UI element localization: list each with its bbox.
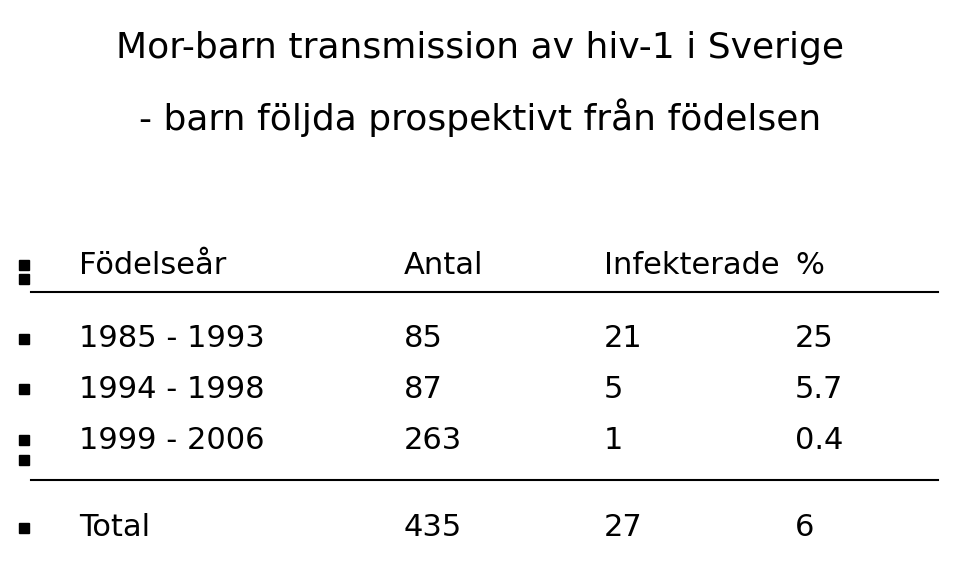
Text: 85: 85: [403, 324, 443, 353]
Text: 5: 5: [604, 375, 623, 404]
Text: 1: 1: [604, 426, 623, 455]
Text: 263: 263: [403, 426, 462, 455]
Text: Födelseår: Födelseår: [79, 251, 227, 280]
Text: - barn följda prospektivt från födelsen: - barn följda prospektivt från födelsen: [139, 99, 821, 137]
Text: 27: 27: [604, 513, 643, 542]
Text: 0.4: 0.4: [795, 426, 843, 455]
Text: Antal: Antal: [403, 251, 483, 280]
Text: 1994 - 1998: 1994 - 1998: [79, 375, 265, 404]
Text: 25: 25: [795, 324, 833, 353]
Text: 1985 - 1993: 1985 - 1993: [79, 324, 265, 353]
Text: Infekterade: Infekterade: [604, 251, 780, 280]
Text: 1999 - 2006: 1999 - 2006: [79, 426, 265, 455]
Text: Mor-barn transmission av hiv-1 i Sverige: Mor-barn transmission av hiv-1 i Sverige: [116, 31, 844, 65]
Text: %: %: [795, 251, 824, 280]
Text: 87: 87: [403, 375, 443, 404]
Text: 21: 21: [604, 324, 643, 353]
Text: Total: Total: [79, 513, 151, 542]
Text: 5.7: 5.7: [795, 375, 843, 404]
Text: 6: 6: [795, 513, 814, 542]
Text: 435: 435: [403, 513, 462, 542]
